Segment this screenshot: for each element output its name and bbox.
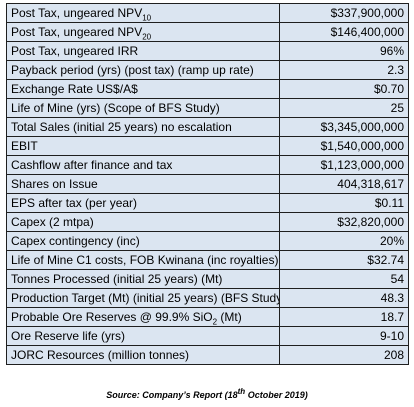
row-value: 18.7 (279, 307, 409, 327)
label-text: Post Tax, ungeared NPV (11, 6, 143, 20)
table-row: Payback period (yrs) (post tax) (ramp up… (6, 60, 409, 80)
label-text-end: (Mt) (217, 310, 242, 324)
label-text: Capex (2 mtpa) (11, 215, 94, 229)
table-row: Post Tax, ungeared NPV20 $146,400,000 (6, 22, 409, 42)
label-text: Shares on Issue (11, 177, 98, 191)
row-label: Ore Reserve life (yrs) (6, 326, 280, 346)
table-row: Capex contingency (inc) 20% (6, 231, 409, 251)
table-row: Life of Mine (yrs) (Scope of BFS Study) 2… (6, 98, 409, 118)
source-sup: th (237, 387, 246, 396)
row-label: Post Tax, ungeared IRR (6, 41, 280, 61)
row-label: Post Tax, ungeared NPV10 (6, 3, 280, 23)
table-row: Total Sales (initial 25 years) no escala… (6, 117, 409, 137)
table-row: EPS after tax (per year) $0.11 (6, 193, 409, 213)
row-value: $3,345,000,000 (279, 117, 409, 137)
row-label: Capex contingency (inc) (6, 231, 280, 251)
table-row: Life of Mine C1 costs, FOB Kwinana (inc … (6, 250, 409, 270)
row-value: $0.11 (279, 193, 409, 213)
label-subscript: 10 (142, 13, 152, 23)
label-text: JORC Resources (million tonnes) (11, 348, 190, 362)
row-value: $146,400,000 (279, 22, 409, 42)
source-note: Source: Company’s Report (18th October 2… (0, 387, 414, 401)
label-text: EBIT (11, 139, 38, 153)
row-label: Total Sales (initial 25 years) no escala… (6, 117, 280, 137)
label-text: Post Tax, ungeared IRR (11, 44, 139, 58)
table-row: Ore Reserve life (yrs) 9-10 (6, 326, 409, 346)
row-value: 96% (279, 41, 409, 61)
row-label: Tonnes Processed (initial 25 years) (Mt) (6, 269, 280, 289)
row-value: 9-10 (279, 326, 409, 346)
table-row: Tonnes Processed (initial 25 years) (Mt)… (6, 269, 409, 289)
table-row: Probable Ore Reserves @ 99.9% SiO2 (Mt) 1… (6, 307, 409, 327)
row-value: 48.3 (279, 288, 409, 308)
label-text: Tonnes Processed (initial 25 years) (Mt) (11, 272, 223, 286)
row-label: EPS after tax (per year) (6, 193, 280, 213)
row-label: Production Target (Mt) (initial 25 years… (6, 288, 280, 308)
row-value: 20% (279, 231, 409, 251)
row-label: JORC Resources (million tonnes) (6, 345, 280, 365)
row-value: 2.3 (279, 60, 409, 80)
row-label: Life of Mine C1 costs, FOB Kwinana (inc … (6, 250, 280, 270)
label-text: Exchange Rate US$/A$ (11, 82, 138, 96)
label-text: Ore Reserve life (yrs) (11, 329, 126, 343)
row-value: $32.74 (279, 250, 409, 270)
row-value: $1,540,000,000 (279, 136, 409, 156)
row-label: EBIT (6, 136, 280, 156)
table-row: Shares on Issue 404,318,617 (6, 174, 409, 194)
row-label: Life of Mine (yrs) (Scope of BFS Study) (6, 98, 280, 118)
label-subscript: 2 (212, 317, 218, 327)
table-row: Capex (2 mtpa) $32,820,000 (6, 212, 409, 232)
row-value: $1,123,000,000 (279, 155, 409, 175)
row-label: Capex (2 mtpa) (6, 212, 280, 232)
table-row: Cashflow after finance and tax $1,123,000… (6, 155, 409, 175)
label-text: EPS after tax (per year) (11, 196, 138, 210)
row-value: 25 (279, 98, 409, 118)
row-value: 54 (279, 269, 409, 289)
label-text: Life of Mine (yrs) (Scope of BFS Study) (11, 101, 220, 115)
label-text: Post Tax, ungeared NPV (11, 25, 143, 39)
label-text: Life of Mine C1 costs, FOB Kwinana (inc … (11, 253, 279, 267)
table-row: Exchange Rate US$/A$ $0.70 (6, 79, 409, 99)
label-text: Cashflow after finance and tax (11, 158, 173, 172)
row-value: 208 (279, 345, 409, 365)
row-value: $0.70 (279, 79, 409, 99)
table-row: EBIT $1,540,000,000 (6, 136, 409, 156)
label-text: Production Target (Mt) (initial 25 years… (11, 291, 280, 305)
table-row: JORC Resources (million tonnes) 208 (6, 345, 409, 365)
metrics-table: Post Tax, ungeared NPV10 $337,900,000 Post… (6, 3, 409, 365)
row-value: $337,900,000 (279, 3, 409, 23)
row-label: Shares on Issue (6, 174, 280, 194)
row-value: 404,318,617 (279, 174, 409, 194)
label-text: Probable Ore Reserves @ 99.9% SiO (11, 310, 213, 324)
source-text-end: October 2019) (245, 390, 308, 400)
row-label: Exchange Rate US$/A$ (6, 79, 280, 99)
table-row: Post Tax, ungeared NPV10 $337,900,000 (6, 3, 409, 23)
label-text: Capex contingency (inc) (11, 234, 140, 248)
label-text: Total Sales (initial 25 years) no escala… (11, 120, 232, 134)
row-label: Cashflow after finance and tax (6, 155, 280, 175)
table-row: Post Tax, ungeared IRR 96% (6, 41, 409, 61)
source-text: Source: Company’s Report (18 (106, 390, 238, 400)
row-label: Probable Ore Reserves @ 99.9% SiO2 (Mt) (6, 307, 280, 327)
row-label: Payback period (yrs) (post tax) (ramp up… (6, 60, 280, 80)
label-subscript: 20 (142, 32, 152, 42)
table-wrap: Post Tax, ungeared NPV10 $337,900,000 Post… (6, 3, 409, 365)
row-label: Post Tax, ungeared NPV20 (6, 22, 280, 42)
table-row: Production Target (Mt) (initial 25 years… (6, 288, 409, 308)
label-text: Payback period (yrs) (post tax) (ramp up… (11, 63, 254, 77)
row-value: $32,820,000 (279, 212, 409, 232)
